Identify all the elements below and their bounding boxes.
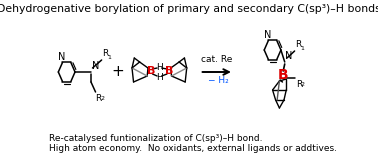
Text: 1: 1: [300, 46, 304, 51]
Text: H: H: [156, 73, 163, 81]
Text: cat. Re: cat. Re: [201, 55, 232, 64]
Text: R: R: [296, 80, 302, 89]
Text: 2: 2: [100, 96, 104, 101]
Text: N: N: [58, 52, 65, 62]
Text: B: B: [147, 66, 155, 76]
Text: N: N: [285, 51, 293, 61]
Text: H: H: [156, 63, 163, 71]
Text: R: R: [295, 40, 302, 49]
Text: N: N: [92, 61, 99, 71]
Text: − H₂: − H₂: [208, 76, 229, 85]
Text: R: R: [96, 94, 102, 103]
Text: B: B: [278, 68, 288, 82]
Text: Dehydrogenative borylation of primary and secondary C(sp³)–H bonds: Dehydrogenative borylation of primary an…: [0, 4, 378, 14]
Text: High atom economy.  No oxidants, external ligands or addtives.: High atom economy. No oxidants, external…: [49, 144, 337, 153]
Text: Re-catalysed funtionalization of C(sp³)–H bond.: Re-catalysed funtionalization of C(sp³)–…: [49, 134, 263, 143]
Text: B: B: [165, 66, 174, 76]
Text: 2: 2: [301, 82, 305, 87]
Text: 1: 1: [107, 55, 111, 60]
Text: R: R: [102, 49, 108, 58]
Text: +: +: [111, 64, 124, 80]
Text: N: N: [264, 30, 271, 40]
